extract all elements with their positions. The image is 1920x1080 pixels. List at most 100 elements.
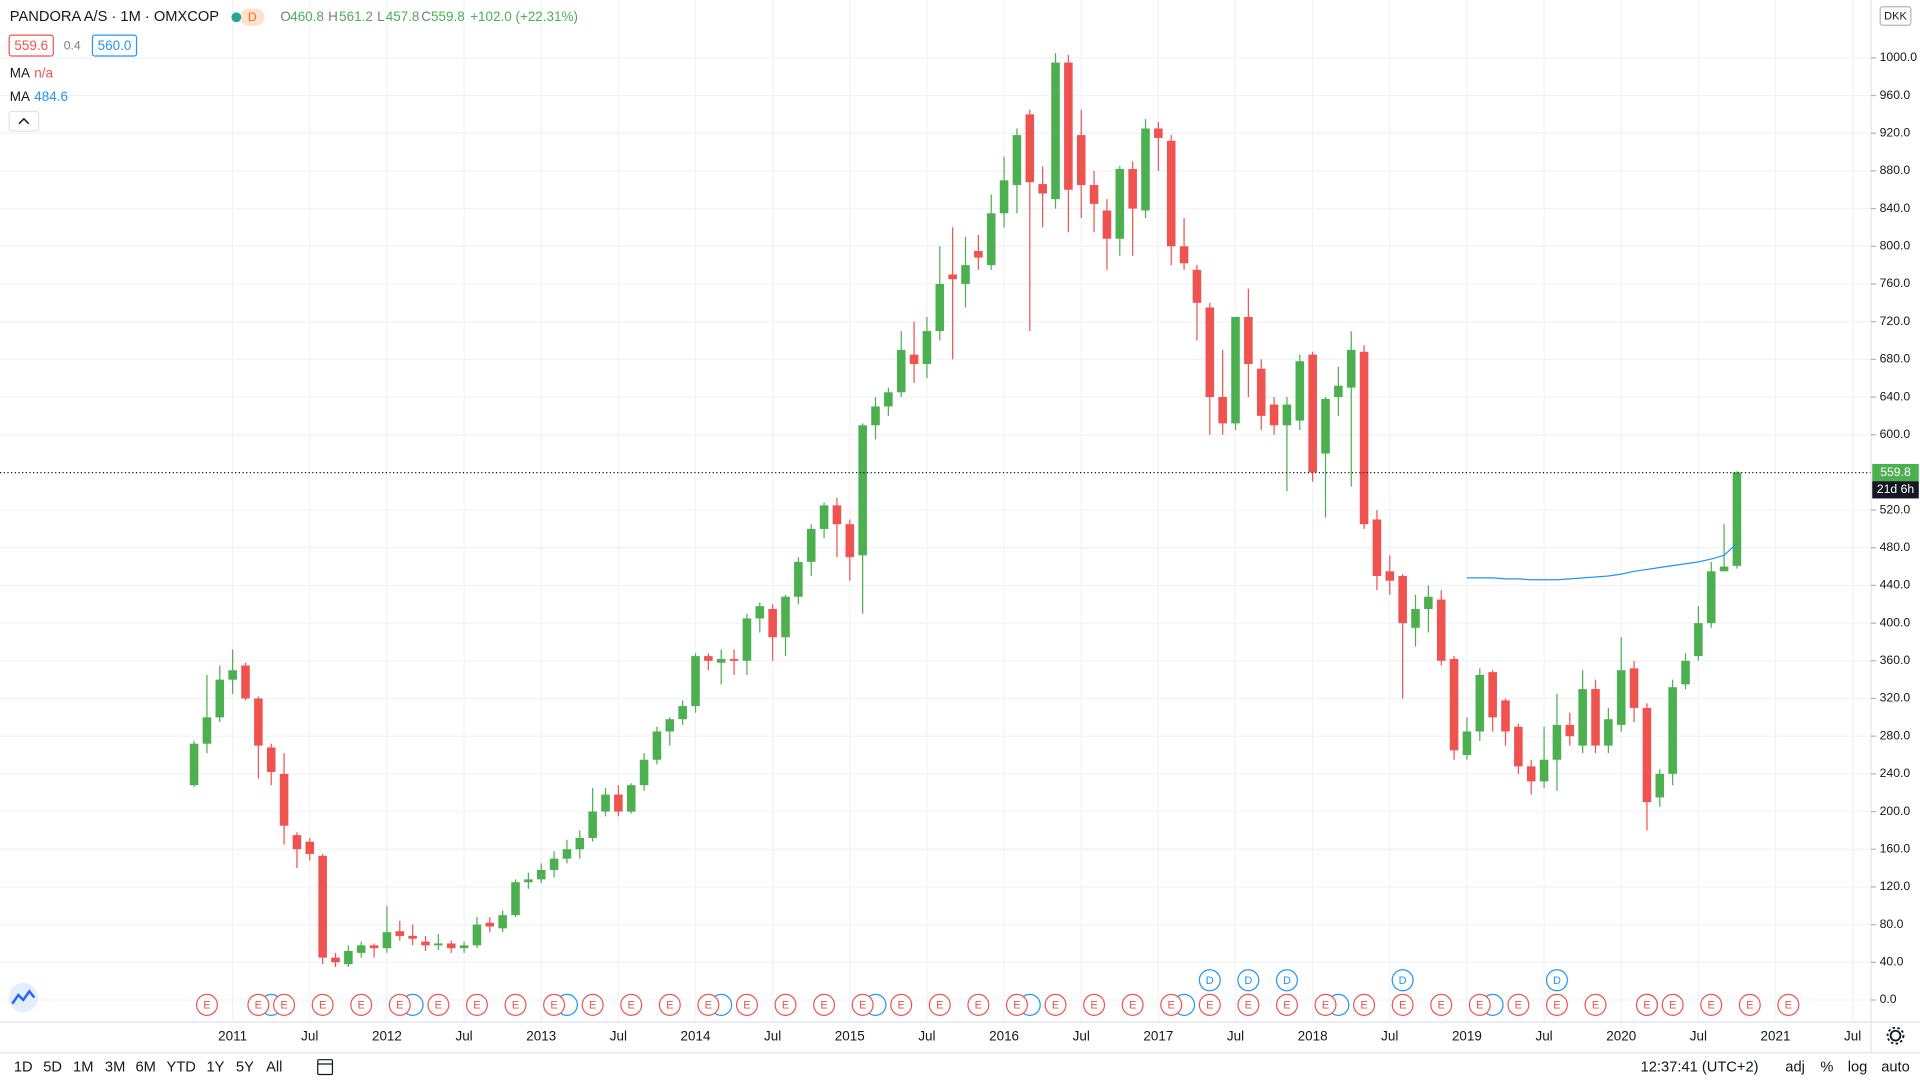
dividend-marker[interactable]	[1237, 969, 1260, 992]
earnings-label[interactable]: E	[898, 999, 905, 1011]
earnings-marker[interactable]	[247, 993, 270, 1016]
earnings-marker[interactable]	[1777, 993, 1800, 1016]
earnings-label[interactable]: E	[1708, 999, 1715, 1011]
collapse-button[interactable]	[8, 110, 40, 132]
earnings-label[interactable]: E	[1360, 999, 1367, 1011]
earnings-label[interactable]: E	[782, 999, 789, 1011]
earnings-marker[interactable]	[1507, 993, 1530, 1016]
earnings-label[interactable]: E	[1283, 999, 1290, 1011]
earnings-marker[interactable]	[1237, 993, 1260, 1016]
calendar-icon[interactable]	[317, 1059, 334, 1076]
earnings-marker[interactable]	[311, 993, 334, 1016]
earnings-marker[interactable]	[1083, 993, 1106, 1016]
earnings-marker[interactable]	[1044, 993, 1067, 1016]
ask-box[interactable]	[91, 34, 138, 57]
dividend-label[interactable]: D	[1553, 975, 1561, 987]
earnings-marker[interactable]	[1635, 993, 1658, 1016]
earnings-label[interactable]: E	[1245, 999, 1252, 1011]
earnings-label[interactable]: E	[936, 999, 943, 1011]
earnings-label[interactable]: E	[1592, 999, 1599, 1011]
earnings-label[interactable]: E	[280, 999, 287, 1011]
badge-bg[interactable]	[240, 8, 265, 26]
dividend-marker[interactable]	[1391, 969, 1414, 992]
earnings-marker[interactable]	[273, 993, 296, 1016]
earnings-label[interactable]: E	[319, 999, 326, 1011]
earnings-marker[interactable]	[1121, 993, 1144, 1016]
clock[interactable]: 12:37:41 (UTC+2)	[1641, 1060, 1759, 1076]
earnings-label[interactable]: E	[1515, 999, 1522, 1011]
logo[interactable]	[8, 982, 38, 1013]
earnings-label[interactable]: E	[1013, 999, 1020, 1011]
earnings-marker[interactable]	[697, 993, 720, 1016]
range-button[interactable]: 3M	[105, 1060, 125, 1076]
earnings-marker[interactable]	[813, 993, 836, 1016]
earnings-label[interactable]: E	[859, 999, 866, 1011]
option-button[interactable]: %	[1820, 1060, 1833, 1076]
earnings-label[interactable]: E	[512, 999, 519, 1011]
earnings-marker[interactable]	[774, 993, 797, 1016]
earnings-label[interactable]: E	[396, 999, 403, 1011]
range-button[interactable]: All	[266, 1060, 282, 1076]
settings-icon[interactable]	[1889, 1029, 1902, 1042]
range-button[interactable]: 1D	[14, 1060, 33, 1076]
earnings-marker[interactable]	[1391, 993, 1414, 1016]
badge[interactable]: D	[248, 10, 257, 24]
earnings-marker[interactable]	[581, 993, 604, 1016]
earnings-marker[interactable]	[543, 993, 566, 1016]
dividend-marker[interactable]	[1275, 969, 1298, 992]
earnings-marker[interactable]	[350, 993, 373, 1016]
earnings-marker[interactable]	[388, 993, 411, 1016]
earnings-marker[interactable]	[1661, 993, 1684, 1016]
earnings-label[interactable]: E	[1168, 999, 1175, 1011]
currency[interactable]: DKK	[1884, 11, 1907, 23]
earnings-label[interactable]: E	[975, 999, 982, 1011]
earnings-marker[interactable]	[658, 993, 681, 1016]
earnings-marker[interactable]	[1160, 993, 1183, 1016]
earnings-label[interactable]: E	[1746, 999, 1753, 1011]
dividend-marker[interactable]	[1198, 969, 1221, 992]
bid-box[interactable]	[8, 34, 54, 57]
currency-box[interactable]	[1879, 6, 1912, 26]
earnings-label[interactable]: E	[1206, 999, 1213, 1011]
range-button[interactable]: YTD	[167, 1060, 196, 1076]
earnings-marker[interactable]	[1738, 993, 1761, 1016]
earnings-marker[interactable]	[620, 993, 643, 1016]
range-button[interactable]: 1M	[73, 1060, 93, 1076]
earnings-marker[interactable]	[1700, 993, 1723, 1016]
earnings-marker[interactable]	[1430, 993, 1453, 1016]
earnings-label[interactable]: E	[358, 999, 365, 1011]
earnings-marker[interactable]	[504, 993, 527, 1016]
dividend-label[interactable]: D	[1206, 975, 1214, 987]
earnings-label[interactable]: E	[1399, 999, 1406, 1011]
earnings-label[interactable]: E	[1322, 999, 1329, 1011]
dividend-label[interactable]: D	[1399, 975, 1407, 987]
earnings-label[interactable]: E	[705, 999, 712, 1011]
earnings-label[interactable]: E	[1553, 999, 1560, 1011]
earnings-marker[interactable]	[1545, 993, 1568, 1016]
range-button[interactable]: 6M	[136, 1060, 156, 1076]
earnings-label[interactable]: E	[255, 999, 262, 1011]
earnings-marker[interactable]	[1005, 993, 1028, 1016]
option-button[interactable]: log	[1848, 1060, 1868, 1076]
earnings-label[interactable]: E	[1129, 999, 1136, 1011]
ask[interactable]: 560.0	[98, 38, 132, 53]
earnings-marker[interactable]	[1314, 993, 1337, 1016]
earnings-marker[interactable]	[195, 993, 218, 1016]
dividend-label[interactable]: D	[1283, 975, 1291, 987]
earnings-label[interactable]: E	[435, 999, 442, 1011]
earnings-marker[interactable]	[967, 993, 990, 1016]
earnings-label[interactable]: E	[203, 999, 210, 1011]
earnings-label[interactable]: E	[1669, 999, 1676, 1011]
earnings-label[interactable]: E	[743, 999, 750, 1011]
earnings-label[interactable]: E	[1438, 999, 1445, 1011]
range-button[interactable]: 5Y	[236, 1060, 254, 1076]
earnings-marker[interactable]	[1275, 993, 1298, 1016]
range-button[interactable]: 5D	[43, 1060, 62, 1076]
earnings-marker[interactable]	[851, 993, 874, 1016]
earnings-label[interactable]: E	[820, 999, 827, 1011]
earnings-marker[interactable]	[1468, 993, 1491, 1016]
earnings-label[interactable]: E	[1643, 999, 1650, 1011]
earnings-marker[interactable]	[1198, 993, 1221, 1016]
earnings-label[interactable]: E	[1785, 999, 1792, 1011]
dividend-marker[interactable]	[1545, 969, 1568, 992]
